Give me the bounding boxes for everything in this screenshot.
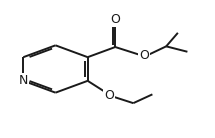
Text: O: O — [139, 49, 149, 62]
Text: O: O — [110, 13, 120, 26]
Text: N: N — [19, 74, 28, 87]
Text: O: O — [104, 89, 114, 102]
